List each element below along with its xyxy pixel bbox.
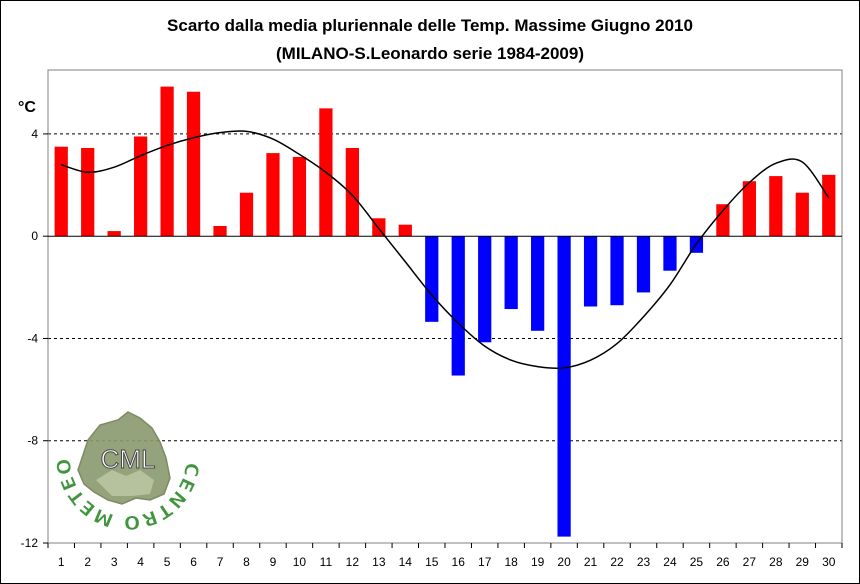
bar bbox=[742, 181, 756, 237]
bar bbox=[425, 236, 439, 322]
x-tick-label: 6 bbox=[190, 555, 197, 569]
y-tick-label: -4 bbox=[27, 331, 38, 345]
x-tick-label: 1 bbox=[58, 555, 65, 569]
bar bbox=[451, 236, 465, 376]
bar bbox=[134, 136, 148, 237]
bar bbox=[636, 236, 651, 293]
trend-line bbox=[61, 130, 830, 370]
bar bbox=[160, 86, 174, 237]
x-tick-label: 12 bbox=[346, 555, 360, 569]
y-tick-label: -8 bbox=[27, 434, 38, 448]
trend-layer bbox=[61, 130, 830, 370]
x-tick-label: 30 bbox=[822, 555, 836, 569]
bar bbox=[795, 192, 809, 237]
bar bbox=[610, 236, 624, 306]
bar bbox=[81, 147, 95, 237]
x-tick-label: 26 bbox=[716, 555, 730, 569]
x-tick-label: 18 bbox=[504, 555, 518, 569]
x-tick-label: 11 bbox=[320, 555, 333, 569]
bar bbox=[504, 236, 518, 310]
x-tick-label: 19 bbox=[531, 555, 545, 569]
bars bbox=[54, 86, 836, 537]
cml-logo: CENTRO METEO LOMBARDO CML bbox=[0, 0, 202, 534]
bar bbox=[186, 91, 201, 237]
bar bbox=[583, 236, 598, 307]
x-tick-label: 3 bbox=[111, 555, 118, 569]
bar bbox=[663, 236, 677, 271]
x-tick-label: 22 bbox=[610, 555, 624, 569]
bar bbox=[716, 204, 730, 237]
bar bbox=[266, 153, 280, 237]
x-tick-label: 28 bbox=[769, 555, 783, 569]
x-tick-label: 27 bbox=[743, 555, 757, 569]
x-tick-label: 13 bbox=[372, 555, 386, 569]
x-tick-label: 10 bbox=[293, 555, 307, 569]
gridlines bbox=[48, 133, 842, 442]
bar bbox=[398, 224, 412, 237]
y-axis-label: °C bbox=[18, 99, 36, 116]
x-tick-label: 15 bbox=[425, 555, 439, 569]
x-tick-label: 20 bbox=[557, 555, 571, 569]
x-tick-label: 14 bbox=[399, 555, 413, 569]
bar bbox=[345, 147, 359, 237]
x-tick-label: 21 bbox=[584, 555, 598, 569]
bar bbox=[239, 192, 254, 237]
bar bbox=[213, 225, 227, 237]
cml-center-text: CML bbox=[101, 444, 156, 474]
x-tick-label: 4 bbox=[137, 555, 144, 569]
y-tick-label: 4 bbox=[31, 127, 38, 141]
bar bbox=[478, 236, 492, 343]
x-tick-label: 25 bbox=[690, 555, 704, 569]
x-tick-label: 24 bbox=[663, 555, 677, 569]
bar bbox=[531, 236, 545, 331]
x-tick-label: 17 bbox=[478, 555, 492, 569]
bar bbox=[292, 156, 307, 237]
tick-labels: 40-4-8-12°C1 2 3 4 5 6 7 8 9 10 11 12 13 14 15 16 17 18 19… bbox=[18, 99, 836, 569]
chart-title: Scarto dalla media pluriennale delle Tem… bbox=[167, 16, 693, 35]
axes bbox=[43, 69, 843, 548]
x-tick-label: 5 bbox=[164, 555, 171, 569]
chart-subtitle: (MILANO-S.Leonardo serie 1984-2009) bbox=[276, 44, 584, 63]
bar bbox=[557, 236, 571, 537]
x-tick-label: 16 bbox=[452, 555, 466, 569]
x-tick-label: 9 bbox=[270, 555, 277, 569]
x-tick-label: 23 bbox=[637, 555, 651, 569]
bar bbox=[769, 176, 783, 237]
x-tick-label: 2 bbox=[84, 555, 91, 569]
y-tick-label: -12 bbox=[21, 536, 39, 550]
bar bbox=[54, 146, 68, 237]
x-tick-label: 8 bbox=[243, 555, 250, 569]
x-tick-label: 29 bbox=[796, 555, 810, 569]
bar bbox=[822, 174, 836, 237]
y-tick-label: 0 bbox=[31, 229, 38, 243]
x-tick-label: 7 bbox=[217, 555, 224, 569]
bar bbox=[107, 231, 121, 237]
lombardy-map-shade bbox=[96, 470, 154, 496]
